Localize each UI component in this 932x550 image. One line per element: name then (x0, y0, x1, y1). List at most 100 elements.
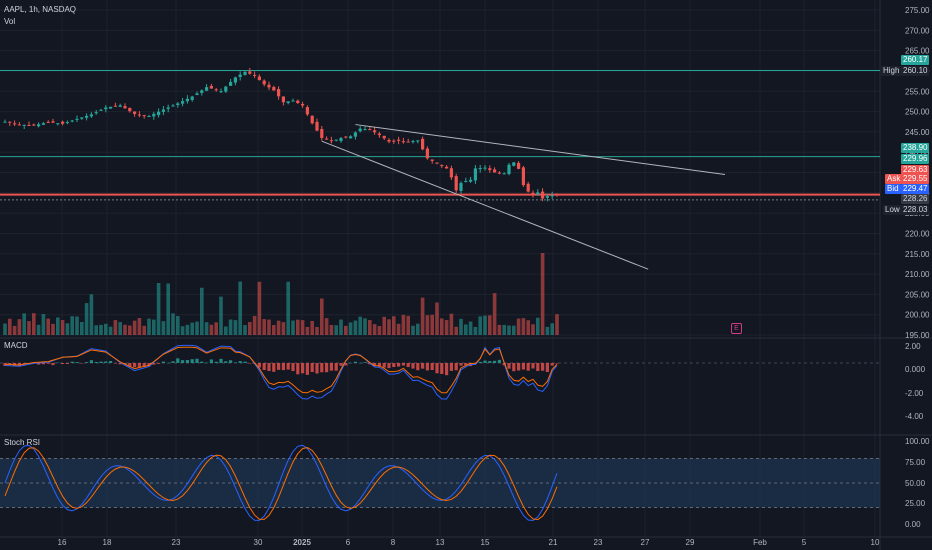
macd-histogram-bar (70, 361, 74, 363)
earnings-marker[interactable]: E (731, 323, 742, 334)
time-tick-label: 30 (254, 538, 263, 547)
macd-histogram-bar (113, 363, 117, 364)
macd-histogram-bar (430, 363, 434, 370)
macd-line (4, 344, 558, 400)
symbol-title[interactable]: AAPL, 1h, NASDAQ (4, 5, 77, 14)
macd-histogram-bar (128, 363, 132, 367)
candle-body (473, 168, 477, 181)
candle-body (118, 105, 122, 107)
volume-bar (512, 325, 516, 335)
ask-price-tag: 229.63 (901, 165, 930, 175)
candle-body (248, 71, 252, 74)
candle-body (161, 109, 165, 112)
candle-body (243, 71, 247, 75)
candle-body (502, 173, 506, 175)
candle-body (430, 159, 434, 161)
volume-bar (257, 281, 262, 335)
time-tick-label: 23 (172, 538, 181, 547)
candle-body (358, 128, 362, 132)
macd-histogram-bar (185, 359, 189, 363)
candle-body (51, 121, 55, 123)
macd-histogram-bar (301, 363, 305, 374)
candle-body (469, 179, 473, 182)
macd-histogram-bar (435, 363, 439, 374)
macd-histogram-bar (483, 360, 487, 363)
macd-histogram-bar (545, 363, 549, 373)
candle-body (483, 167, 487, 169)
macd-pane (0, 344, 880, 400)
candle-body (320, 129, 324, 138)
volume-bar (459, 318, 463, 335)
candle-body (219, 91, 223, 93)
stoch-rsi-label[interactable]: Stoch RSI (4, 438, 41, 447)
candle-body (37, 124, 41, 127)
volume-bar (497, 324, 502, 335)
macd-histogram-bar (459, 363, 463, 366)
macd-histogram-bar (454, 363, 458, 371)
macd-histogram-bar (80, 363, 84, 364)
volume-bar (32, 313, 36, 335)
candle-body (368, 129, 372, 131)
macd-histogram-bar (344, 363, 348, 366)
macd-histogram-bar (65, 363, 69, 364)
macd-histogram-bar (137, 363, 141, 368)
macd-histogram-bar (181, 360, 185, 363)
volume-bar (209, 324, 214, 335)
volume-bar (468, 321, 473, 335)
macd-histogram-bar (325, 363, 329, 373)
time-tick-label: 27 (641, 538, 650, 547)
macd-histogram-bar (272, 363, 276, 372)
volume-bar (214, 322, 218, 335)
candle-body (536, 192, 540, 195)
volume-bar (108, 326, 113, 335)
volume-bar (233, 320, 238, 335)
volume-bar (353, 320, 358, 335)
volume-bar (252, 315, 257, 335)
volume-bar (27, 321, 31, 335)
candle-body (454, 176, 458, 191)
volume-bar (492, 293, 497, 335)
candle-body (185, 98, 189, 102)
volume-bar (363, 318, 367, 335)
stoch-rsi-pane (0, 444, 880, 522)
volume-bar (478, 316, 482, 335)
candle-body (253, 74, 257, 76)
candle-body (209, 85, 213, 89)
volume-bar (401, 314, 406, 335)
stoch-d-line (4, 447, 558, 521)
volume-bar (344, 325, 348, 335)
candle-body (229, 82, 233, 86)
candle-body (296, 100, 300, 104)
volume-bar (147, 318, 151, 335)
volume-bar (166, 283, 170, 335)
volume-bar (137, 318, 142, 335)
candle-body (133, 111, 137, 114)
macd-histogram-bar (536, 363, 540, 371)
volume-bar (396, 323, 401, 335)
time-tick-label: 10 (871, 538, 880, 547)
stoch-tick-label: 0.00 (905, 520, 921, 529)
bid-label: Bid (885, 184, 901, 194)
candle-body (171, 105, 175, 107)
candle-body (281, 96, 285, 103)
candle-body (238, 74, 242, 78)
volume-bar (425, 315, 430, 335)
macd-histogram-bar (377, 363, 381, 367)
macd-tick-label: 2.00 (905, 342, 921, 351)
candle-body (80, 117, 84, 119)
macd-histogram-bar (224, 361, 228, 363)
macd-histogram-bar (166, 362, 170, 364)
candle-body (277, 89, 281, 97)
candle-body (94, 112, 98, 114)
grey-level-tag: 228.26 (901, 194, 930, 204)
candle-body (262, 80, 266, 85)
macd-label[interactable]: MACD (4, 341, 28, 350)
candle-body (334, 139, 338, 141)
candle-body (61, 121, 65, 124)
level-tag-238: 238.90 (901, 143, 930, 153)
volume-bar (276, 320, 281, 335)
volume-bar (507, 325, 511, 335)
trendline (321, 140, 649, 270)
candle-body (449, 168, 453, 178)
